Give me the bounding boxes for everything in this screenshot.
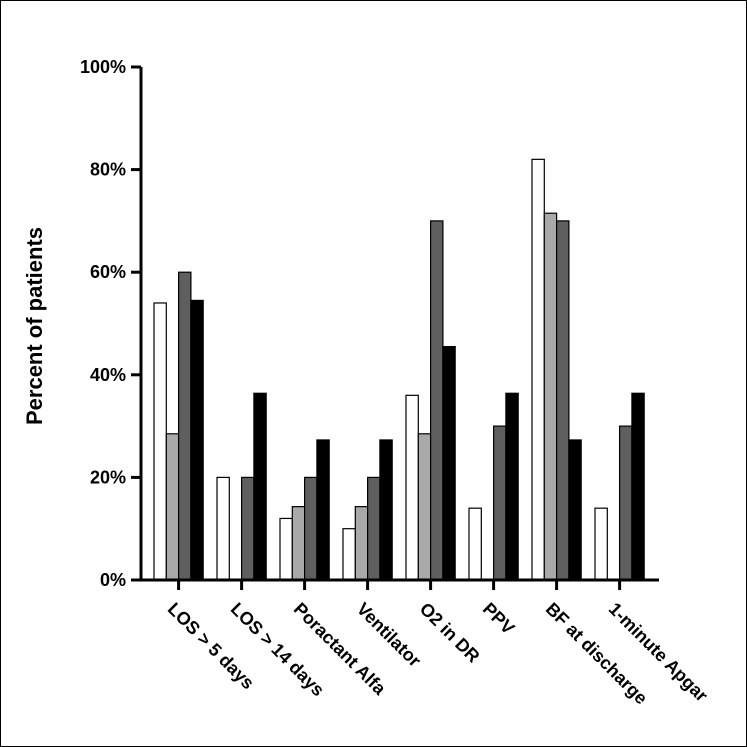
bar-6-series-4	[505, 392, 519, 581]
bar-7-series-2	[543, 212, 558, 581]
y-tick-label: 60%	[90, 262, 126, 282]
bar-6-series-3	[493, 425, 507, 581]
bar-6-series-1	[468, 507, 482, 581]
x-category-label: PPV	[479, 599, 519, 639]
bars-group	[153, 158, 645, 581]
bar-2-series-1	[216, 476, 230, 581]
y-tick-label: 100%	[80, 57, 126, 77]
bar-7-series-1	[531, 158, 545, 581]
bar-1-series-2	[165, 433, 180, 581]
axes-group	[139, 67, 659, 582]
bar-5-series-3	[430, 220, 444, 581]
bar-3-series-2	[291, 506, 306, 581]
bar-3-series-4	[316, 439, 330, 581]
y-tick-label: 20%	[90, 467, 126, 487]
bar-4-series-1	[342, 528, 356, 581]
bar-1-series-1	[153, 302, 167, 581]
y-tick-label: 40%	[90, 365, 126, 385]
y-tick-label: 80%	[90, 160, 126, 180]
bar-8-series-4	[631, 392, 645, 581]
bar-2-series-4	[253, 392, 267, 581]
bar-8-series-3	[618, 425, 633, 581]
bar-4-series-3	[367, 476, 381, 581]
bar-4-series-4	[379, 439, 393, 581]
bar-2-series-3	[241, 476, 255, 581]
bar-3-series-3	[304, 476, 318, 581]
bar-5-series-1	[405, 394, 419, 581]
bar-5-series-2	[417, 433, 432, 581]
bar-7-series-3	[555, 220, 570, 581]
bar-4-series-2	[354, 506, 369, 581]
bar-3-series-1	[279, 517, 293, 581]
bar-7-series-4	[568, 439, 582, 581]
bar-1-series-4	[190, 299, 204, 581]
bar-1-series-3	[178, 271, 192, 581]
y-tick-label: 0%	[100, 570, 126, 590]
bar-5-series-4	[442, 345, 456, 581]
x-category-label: O2 in DR	[416, 599, 484, 667]
y-axis-title: Percent of patients	[22, 227, 47, 425]
bar-8-series-1	[594, 507, 608, 581]
y-ticks-group: 0% 20% 40% 60% 80% 100%	[80, 57, 141, 590]
